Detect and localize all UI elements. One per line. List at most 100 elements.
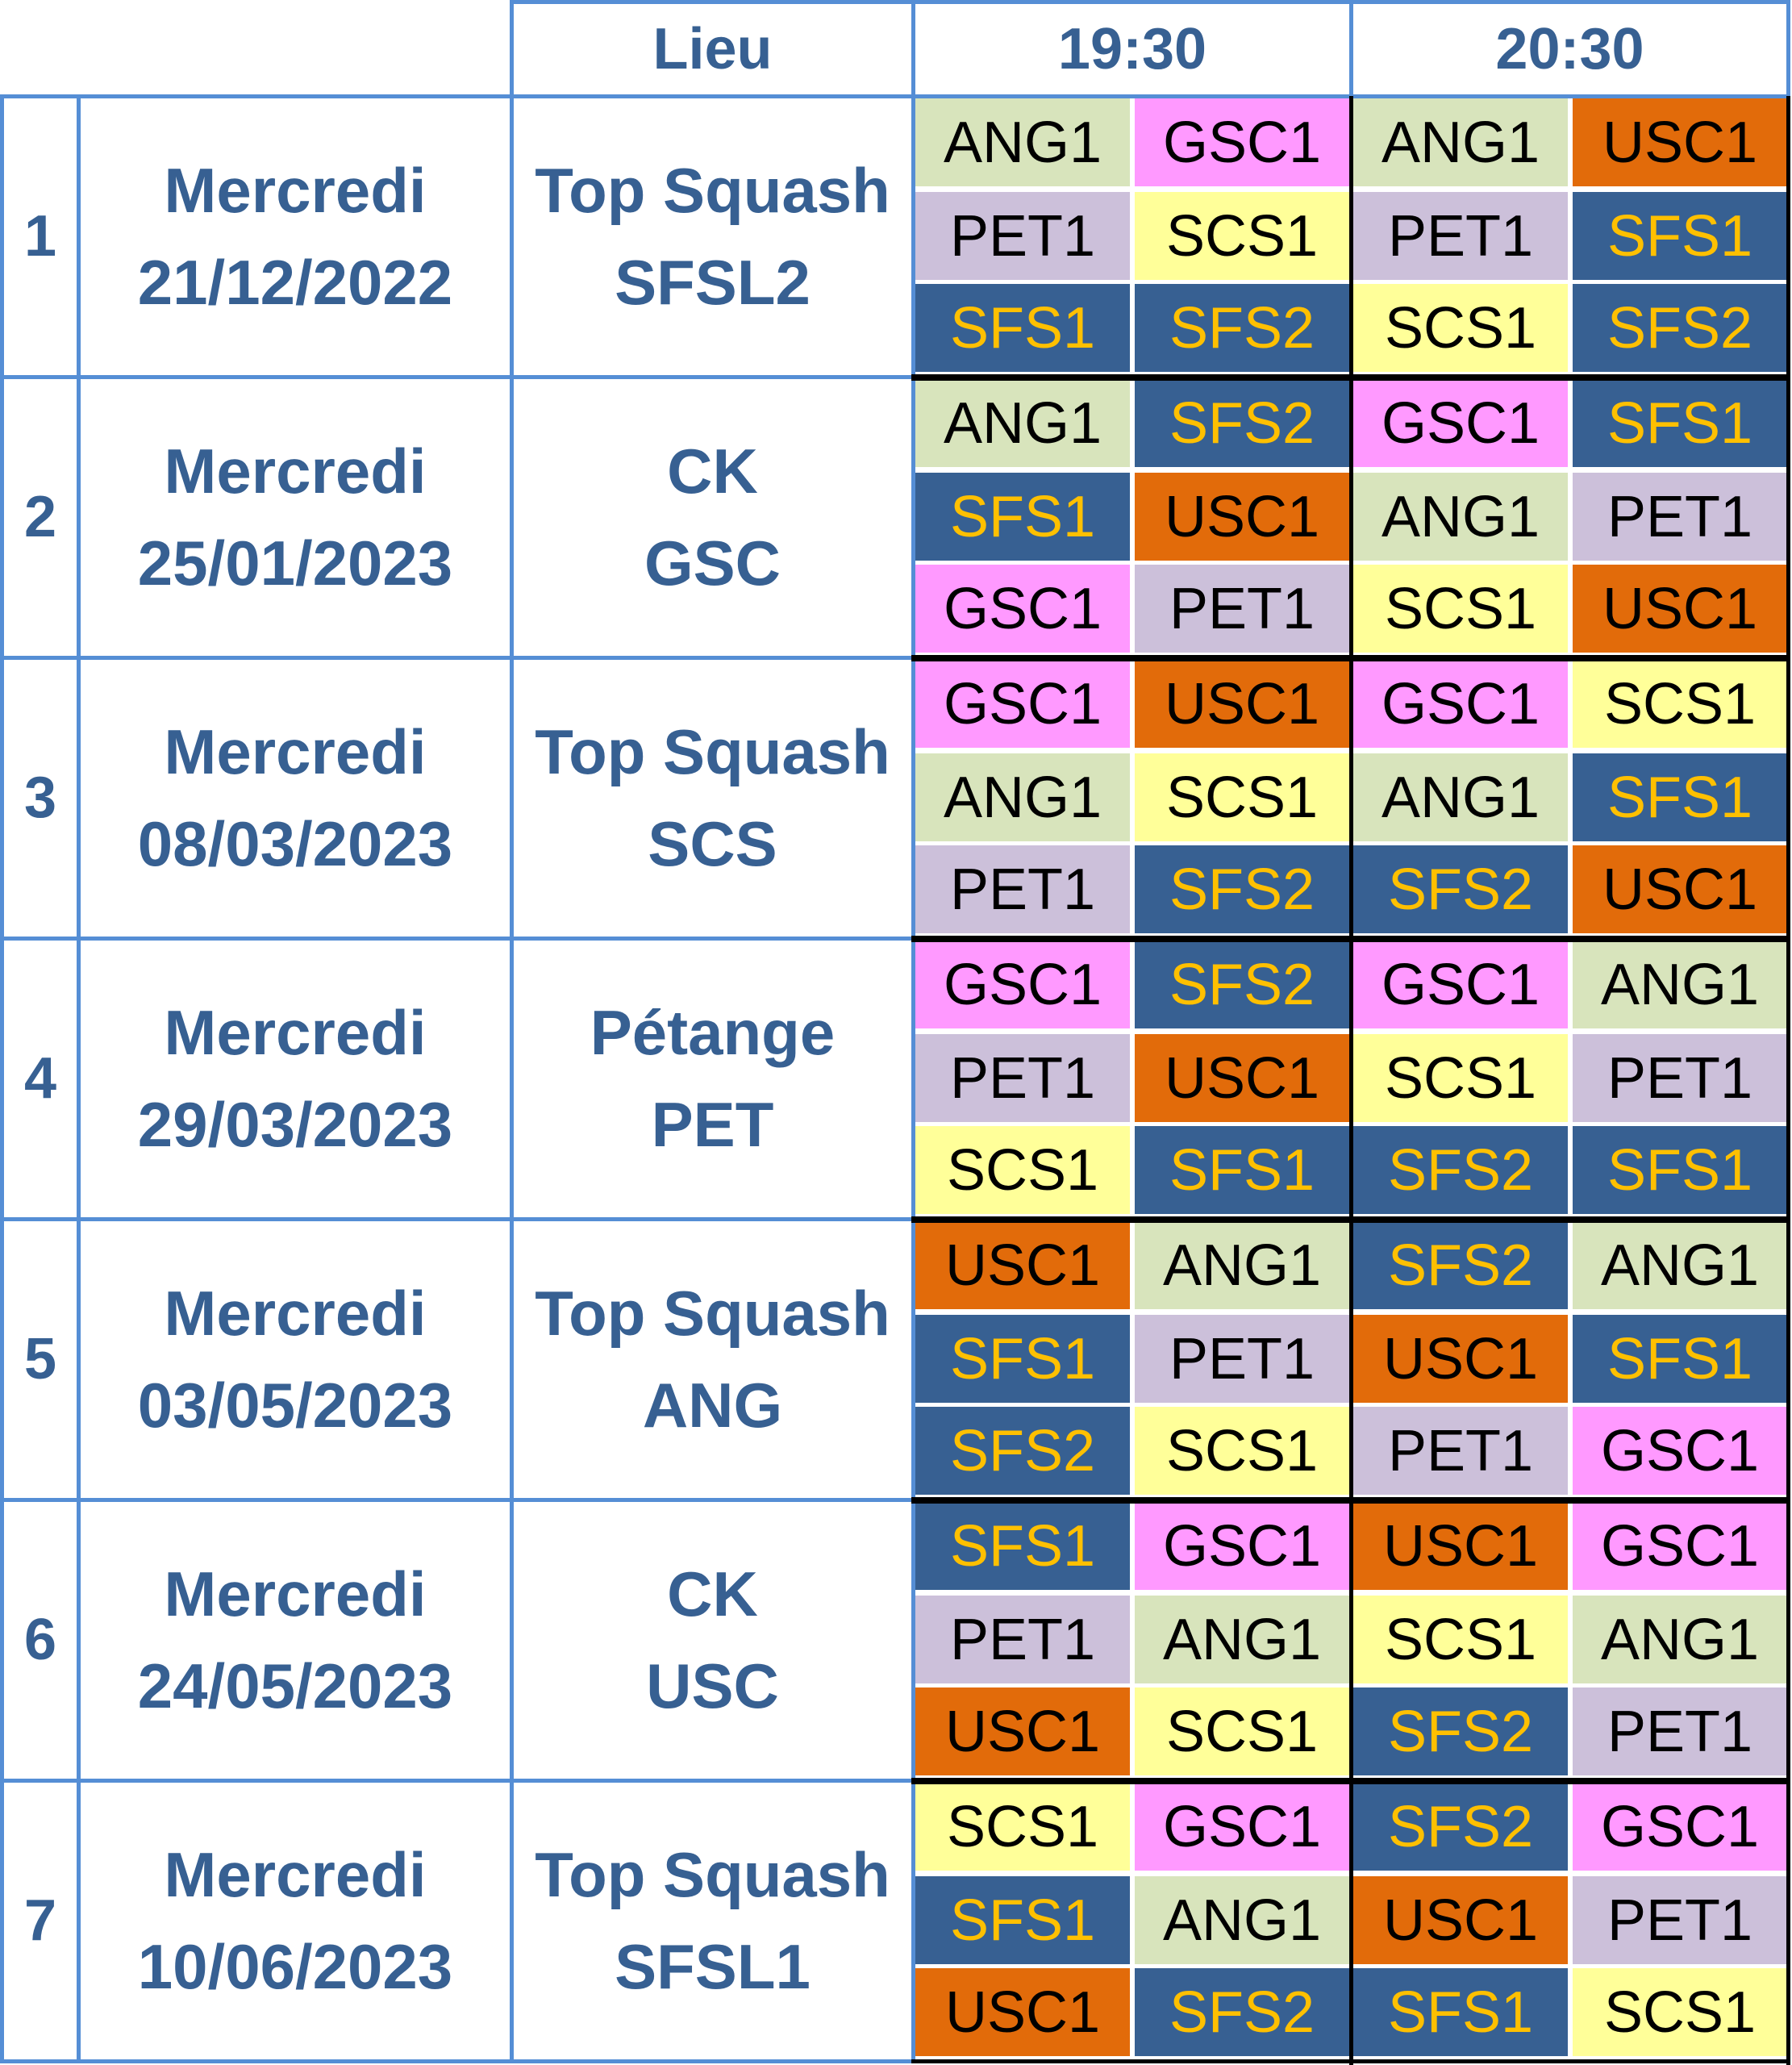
round-venue: Top Squash SFSL1 [510,1779,915,2063]
team-cell-usc1: USC1 [915,1968,1130,2056]
team-cell-usc1: USC1 [1573,98,1787,186]
round-date: Mercredi 08/03/2023 [77,656,514,941]
round-venue: Top Squash SFSL2 [510,94,915,379]
team-cell-gsc1: GSC1 [1353,379,1568,467]
date-day: Mercredi [164,436,427,507]
venue-line: ANG [642,1369,783,1441]
venue-line: CK [667,436,758,507]
team-cell-scs1: SCS1 [915,1783,1130,1871]
team-cell-gsc1: GSC1 [1573,1407,1787,1495]
team-cell-gsc1: GSC1 [915,660,1130,748]
team-cell-pet1: PET1 [915,1596,1130,1683]
team-cell-pet1: PET1 [915,1034,1130,1122]
team-cell-sfs1: SFS1 [915,473,1130,561]
team-cell-scs1: SCS1 [1573,660,1787,748]
team-cell-usc1: USC1 [1135,1034,1349,1122]
team-cell-scs1: SCS1 [1135,753,1349,841]
team-cell-usc1: USC1 [1573,845,1787,933]
date-date: 29/03/2023 [137,1088,453,1160]
team-cell-sfs2: SFS2 [1135,284,1349,372]
team-cell-usc1: USC1 [915,1687,1130,1775]
team-cell-pet1: PET1 [1573,1034,1787,1122]
date-date: 21/12/2022 [137,246,453,318]
team-cell-ang1: ANG1 [1573,1221,1787,1309]
round-venue: Top Squash SCS [510,656,915,941]
team-cell-gsc1: GSC1 [1135,1502,1349,1590]
team-cell-sfs2: SFS2 [1135,941,1349,1028]
team-cell-sfs2: SFS2 [915,1407,1130,1495]
team-cell-ang1: ANG1 [1353,473,1568,561]
date-date: 10/06/2023 [137,1930,453,2002]
team-cell-pet1: PET1 [1573,1687,1787,1775]
venue-line: Top Squash [535,1278,890,1350]
team-cell-ang1: ANG1 [1353,98,1568,186]
team-cell-sfs1: SFS1 [915,1315,1130,1403]
team-cell-pet1: PET1 [1353,1407,1568,1495]
round-date: Mercredi 25/01/2023 [77,375,514,660]
team-cell-sfs2: SFS2 [1353,1687,1568,1775]
team-cell-sfs1: SFS1 [1573,379,1787,467]
team-cell-pet1: PET1 [1573,473,1787,561]
round-date: Mercredi 21/12/2022 [77,94,514,379]
venue-line: Top Squash [535,1839,890,1911]
round-venue: Pétange PET [510,937,915,1221]
team-cell-sfs1: SFS1 [1573,1315,1787,1403]
team-cell-ang1: ANG1 [1573,941,1787,1028]
venue-line: GSC [644,527,781,599]
right-edge [1786,96,1790,2065]
round-number: 7 [0,1779,81,2063]
team-cell-sfs1: SFS1 [915,1876,1130,1964]
team-cell-usc1: USC1 [915,1221,1130,1309]
team-cell-pet1: PET1 [915,192,1130,280]
round-date: Mercredi 03/05/2023 [77,1217,514,1502]
round-date: Mercredi 29/03/2023 [77,937,514,1221]
team-cell-sfs2: SFS2 [1135,379,1349,467]
date-day: Mercredi [164,1558,427,1630]
team-cell-sfs1: SFS1 [1135,1126,1349,1214]
team-cell-ang1: ANG1 [1573,1596,1787,1683]
team-cell-scs1: SCS1 [1353,1034,1568,1122]
team-cell-sfs1: SFS1 [915,284,1130,372]
team-cell-scs1: SCS1 [1135,1687,1349,1775]
team-cell-sfs2: SFS2 [1353,845,1568,933]
team-cell-scs1: SCS1 [1353,284,1568,372]
team-cell-usc1: USC1 [1353,1876,1568,1964]
venue-line: SFSL1 [615,1930,811,2002]
team-cell-usc1: USC1 [1353,1315,1568,1403]
team-cell-ang1: ANG1 [1135,1221,1349,1309]
venue-line: Top Squash [535,716,890,788]
team-cell-scs1: SCS1 [1573,1968,1787,2056]
date-date: 08/03/2023 [137,807,453,879]
venue-line: SCS [648,807,777,879]
team-cell-gsc1: GSC1 [1135,1783,1349,1871]
team-cell-gsc1: GSC1 [1353,660,1568,748]
team-cell-sfs2: SFS2 [1353,1126,1568,1214]
team-cell-scs1: SCS1 [1353,565,1568,653]
team-cell-usc1: USC1 [1135,473,1349,561]
date-day: Mercredi [164,1839,427,1911]
team-cell-usc1: USC1 [1135,660,1349,748]
team-cell-pet1: PET1 [1573,1876,1787,1964]
team-cell-ang1: ANG1 [1353,753,1568,841]
team-cell-scs1: SCS1 [1135,1407,1349,1495]
round-number: 6 [0,1498,81,1783]
venue-line: Pétange [590,997,836,1069]
date-day: Mercredi [164,997,427,1069]
round-date: Mercredi 10/06/2023 [77,1779,514,2063]
venue-line: PET [651,1088,774,1160]
team-cell-pet1: PET1 [1135,565,1349,653]
date-day: Mercredi [164,155,427,227]
header-slot-2030: 20:30 [1349,0,1790,98]
team-cell-ang1: ANG1 [915,98,1130,186]
team-cell-sfs2: SFS2 [1353,1783,1568,1871]
date-day: Mercredi [164,716,427,788]
team-cell-gsc1: GSC1 [1573,1502,1787,1590]
team-cell-sfs2: SFS2 [1135,1968,1349,2056]
team-cell-sfs1: SFS1 [915,1502,1130,1590]
date-date: 03/05/2023 [137,1369,453,1441]
team-cell-usc1: USC1 [1573,565,1787,653]
team-cell-sfs1: SFS1 [1353,1968,1568,2056]
round-number: 1 [0,94,81,379]
team-cell-pet1: PET1 [915,845,1130,933]
team-cell-ang1: ANG1 [1135,1596,1349,1683]
